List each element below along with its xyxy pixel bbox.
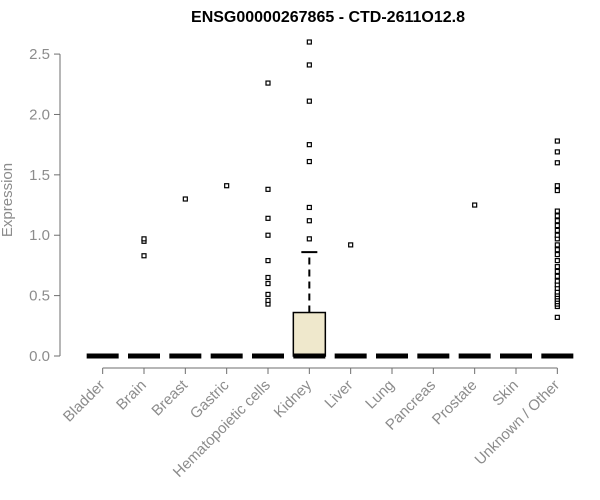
outlier-point [265,280,271,287]
outlier-point [141,253,147,259]
outlier-point [554,232,560,238]
x-tick-label: Prostate [429,377,481,429]
outlier-point [554,160,560,166]
x-tick-label: Skin [489,377,522,410]
outlier-point [554,242,560,248]
outlier-point [306,236,312,242]
outlier-point [554,257,560,264]
outlier-point [182,196,188,202]
box-group [541,138,574,359]
x-tick-label: Lung [362,377,398,413]
y-tick-label: 1.5 [29,167,50,184]
outlier-point [141,236,147,242]
y-tick-label: 0.0 [29,348,50,365]
y-tick-label: 2.5 [29,46,50,63]
outlier-point [554,264,560,270]
box-group [128,236,160,359]
outlier-point [265,274,271,281]
outlier-point [554,183,560,189]
y-tick-label: 1.0 [29,227,50,244]
outlier-point [554,273,560,279]
outlier-point [554,208,560,214]
outlier-point [306,158,312,165]
outlier-point [265,80,271,86]
box-group [169,196,202,359]
outlier-point [224,183,230,189]
y-tick-label: 0.5 [29,288,50,305]
y-axis: 0.0 0.5 1.0 1.5 2.0 2.5 [29,46,61,365]
outlier-point [554,138,560,144]
box-iqr [292,311,327,357]
outlier-point [265,297,271,304]
outlier-point [554,268,560,275]
x-tick-label: Brain [113,377,150,414]
x-tick-label: Breast [148,376,191,419]
outlier-point [554,213,560,219]
box-group [334,242,367,359]
box-group [292,39,327,359]
box-plot-series [86,39,574,359]
outlier-point [554,218,560,224]
outlier-point [554,227,560,233]
outlier-point [554,314,560,320]
outlier-point [306,142,312,148]
outlier-point [554,278,560,284]
outlier-point [306,218,312,224]
y-tick-label: 2.0 [29,106,50,123]
box-group [252,80,284,359]
x-tick-label: Bladder [60,377,109,426]
box-group [458,202,491,359]
outlier-point [265,291,271,298]
outlier-point [554,222,560,229]
outlier-point [306,98,312,104]
chart-title: ENSG00000267865 - CTD-2611O12.8 [191,9,465,26]
outlier-point [265,257,271,264]
outlier-point [554,187,560,194]
outlier-point [472,202,478,208]
outlier-point [265,215,271,221]
outlier-point [306,39,312,45]
outlier-point [306,62,312,68]
x-tick-label: Kidney [271,376,316,421]
outlier-point [348,242,354,248]
box-group [210,183,243,359]
x-tick-label: Liver [321,377,356,412]
outlier-point [265,232,271,238]
outlier-point [554,251,560,258]
y-axis-label: Expression [0,163,16,237]
outlier-point [554,149,560,155]
outlier-point [554,247,560,253]
outlier-point [306,204,312,211]
outlier-point [265,186,271,192]
